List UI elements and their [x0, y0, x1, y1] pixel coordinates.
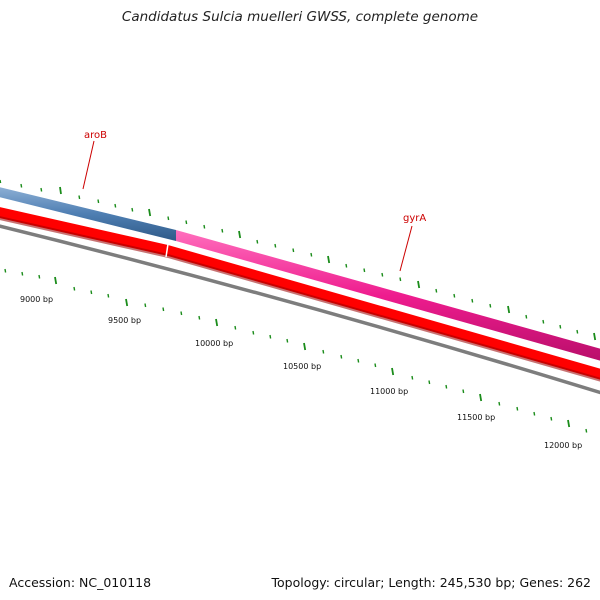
- scale-label: 9000 bp: [20, 295, 53, 304]
- genome-backbone: [0, 224, 600, 395]
- accession-text: Accession: NC_010118: [9, 575, 152, 590]
- scale-label: 12000 bp: [544, 441, 582, 450]
- reverse-cds-boundary: [165, 243, 169, 258]
- gene-arc-gyrA: [176, 230, 600, 361]
- upper-tick-track: [0, 179, 597, 341]
- scale-label: 9500 bp: [108, 316, 141, 325]
- gene-label-gyrA: gyrA: [403, 213, 426, 224]
- gene-arc-aroB: [0, 187, 176, 241]
- reverse-cds-arc-2: [168, 245, 600, 380]
- map-title: Candidatus Sulcia muelleri GWSS, complet…: [121, 9, 479, 25]
- scale-tick-track: [4, 268, 588, 433]
- scale-label: 11000 bp: [370, 387, 408, 396]
- gene-label-leader-gyrA: [399, 225, 413, 272]
- reverse-cds-shadow: [0, 216, 600, 382]
- gene-label-leader-aroB: [82, 140, 95, 190]
- reverse-cds-arc-1: [0, 207, 168, 256]
- scale-label: 10000 bp: [195, 339, 233, 348]
- scale-label: 11500 bp: [457, 413, 495, 422]
- gene-label-aroB: aroB: [84, 130, 107, 141]
- scale-label: 10500 bp: [283, 362, 321, 371]
- genome-summary-text: Topology: circular; Length: 245,530 bp; …: [271, 575, 592, 590]
